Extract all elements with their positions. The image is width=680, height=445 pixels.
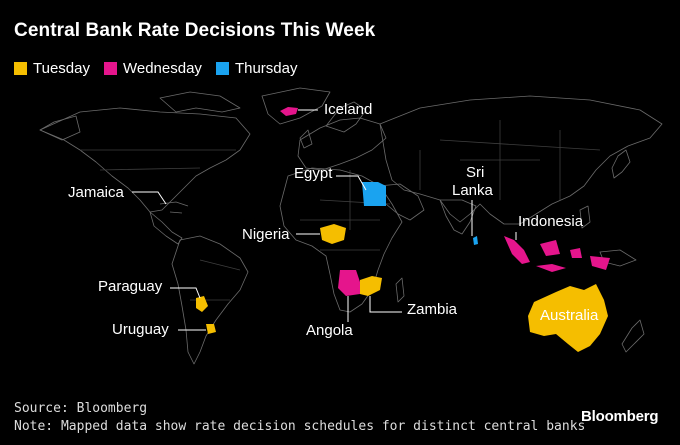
legend-item-tuesday: Tuesday — [14, 60, 90, 77]
label-sri-lanka-line2: Lanka — [452, 182, 493, 199]
label-uruguay: Uruguay — [112, 321, 169, 338]
leader-jamaica — [132, 191, 167, 205]
note-text: Note: Mapped data show rate decision sch… — [14, 419, 586, 434]
philippines-outline — [579, 205, 591, 229]
legend-label-thursday: Thursday — [234, 60, 298, 77]
legend-label-wednesday: Wednesday — [122, 60, 202, 77]
chart-title: Central Bank Rate Decisions This Week — [14, 20, 376, 41]
label-iceland: Iceland — [324, 101, 373, 118]
country-indonesia — [504, 236, 610, 272]
legend-label-tuesday: Tuesday — [33, 60, 90, 77]
south-america-outline — [171, 235, 249, 365]
leader-paraguay — [170, 287, 201, 299]
legend-item-wednesday: Wednesday — [103, 60, 202, 77]
source-text: Source: Bloomberg — [14, 401, 148, 416]
country-borders — [80, 120, 601, 301]
country-nigeria — [320, 224, 346, 244]
arabia-outline — [377, 183, 425, 221]
label-jamaica: Jamaica — [68, 184, 124, 201]
country-angola — [338, 270, 360, 296]
country-australia — [528, 284, 608, 352]
legend-swatch-thursday — [215, 62, 229, 75]
label-australia: Australia — [540, 307, 599, 324]
legend-swatch-wednesday — [103, 62, 117, 75]
country-iceland — [280, 107, 298, 116]
japan-outline — [611, 149, 631, 179]
country-uruguay — [206, 324, 216, 334]
country-paraguay — [196, 296, 208, 312]
world-map — [39, 87, 663, 365]
country-sri-lanka — [473, 236, 478, 245]
new-zealand-outline — [621, 319, 645, 353]
label-zambia: Zambia — [407, 301, 458, 318]
scandinavia-outline — [325, 101, 367, 133]
madagascar-outline — [395, 277, 405, 303]
arctic-islands-outline — [159, 91, 241, 113]
leader-egypt — [336, 175, 367, 191]
label-paraguay: Paraguay — [98, 278, 163, 295]
label-indonesia: Indonesia — [518, 213, 584, 230]
legend-item-thursday: Thursday — [215, 60, 298, 77]
label-egypt: Egypt — [294, 165, 333, 182]
label-nigeria: Nigeria — [242, 226, 290, 243]
north-america-outline — [39, 107, 251, 213]
country-egypt — [362, 182, 386, 206]
europe-outline — [297, 117, 387, 171]
uk-outline — [299, 129, 313, 149]
alaska-outline — [39, 115, 81, 141]
label-sri-lanka-line1: Sri — [466, 164, 485, 181]
india-outline — [439, 199, 477, 235]
greenland-outline — [261, 87, 331, 125]
africa-outline — [279, 167, 403, 313]
legend-swatch-tuesday — [14, 62, 27, 75]
central-america-outline — [149, 211, 183, 245]
country-zambia — [360, 276, 382, 296]
label-angola: Angola — [306, 322, 353, 339]
asia-outline — [379, 95, 663, 225]
footer: Source: Bloomberg Note: Mapped data show… — [14, 400, 585, 436]
bloomberg-logo: Bloomberg — [581, 408, 659, 425]
leader-zambia — [369, 296, 402, 313]
legend: Tuesday Wednesday Thursday — [14, 60, 305, 77]
